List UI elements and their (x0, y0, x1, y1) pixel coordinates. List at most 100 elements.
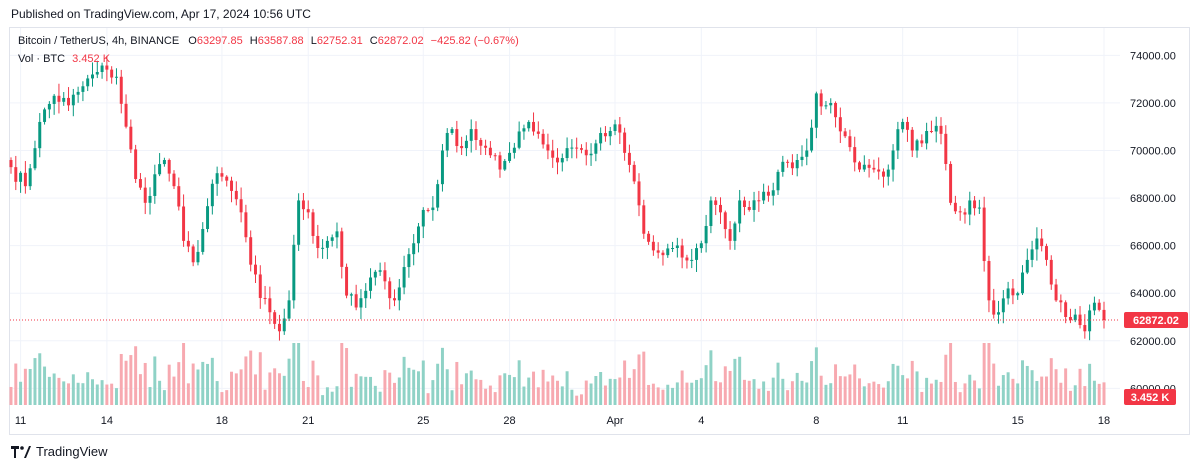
volume-bar (100, 380, 104, 405)
volume-bar (1078, 368, 1082, 405)
candle-body (431, 207, 435, 211)
candle-body (723, 212, 727, 230)
candle-body (1088, 310, 1092, 332)
candle (579, 144, 583, 154)
volume-bar (613, 379, 617, 405)
candle-body (201, 228, 205, 252)
candle-body (230, 180, 234, 191)
candle (752, 191, 756, 222)
candle-body (335, 231, 339, 238)
candle-body (493, 155, 497, 157)
candle (862, 155, 866, 172)
candle-body (675, 245, 679, 249)
candle-body (575, 147, 579, 149)
volume-bar (805, 382, 809, 405)
candle (939, 117, 943, 145)
candle-body (445, 132, 449, 151)
candle-body (771, 190, 775, 196)
y-tick-label: 70000.00 (1130, 145, 1176, 157)
symbol-legend[interactable]: Bitcoin / TetherUS, 4h, BINANCE O63297.8… (18, 35, 519, 47)
volume-bar (153, 356, 157, 405)
volume-bar (685, 382, 689, 405)
volume-bar (738, 356, 742, 405)
candle (709, 196, 713, 234)
candle (321, 239, 325, 259)
candle (196, 240, 200, 266)
candle-body (138, 179, 142, 188)
candle-body (690, 259, 694, 261)
candle (81, 81, 85, 102)
candle-body (608, 130, 612, 137)
volume-bar (349, 386, 353, 405)
candle-body (1102, 309, 1106, 321)
candle-body (162, 160, 166, 165)
volume-bar (225, 390, 229, 405)
candle (186, 231, 190, 253)
candle-body (479, 140, 483, 146)
candle-body (881, 171, 885, 177)
volume-bar (901, 375, 905, 405)
volume-bar (944, 354, 948, 405)
volume-bar (814, 347, 818, 405)
volume-bar (1006, 372, 1010, 405)
volume-legend[interactable]: Vol · BTC 3.452 K (18, 53, 110, 65)
candle-body (508, 152, 512, 161)
chart-frame[interactable] (9, 27, 1190, 435)
candle-body (891, 150, 895, 170)
candle (1040, 229, 1044, 252)
volume-bar (206, 363, 210, 405)
candle (987, 255, 991, 313)
y-tick-label: 68000.00 (1130, 193, 1176, 205)
candle (340, 227, 344, 279)
volume-bar (915, 371, 919, 405)
volume-bars (9, 343, 1106, 405)
volume-bar (599, 371, 603, 405)
candle (992, 288, 996, 319)
candle (9, 157, 13, 174)
candle-body (968, 200, 972, 215)
candle (114, 68, 118, 85)
footer-brand[interactable]: TradingView (11, 444, 108, 459)
candle (656, 242, 660, 259)
volume-bar (354, 373, 358, 405)
volume-bar (666, 384, 670, 405)
candle-body (287, 300, 291, 319)
candle (455, 120, 459, 153)
candle-body (570, 147, 574, 149)
volume-bar (977, 388, 981, 405)
candle-body (282, 318, 286, 332)
candle-body (795, 160, 799, 169)
candle-body (738, 200, 742, 224)
volume-bar (838, 376, 842, 405)
axis-badges: 62872.02 3.452 K (1124, 312, 1188, 405)
candle-body (67, 97, 71, 106)
candle-body (762, 191, 766, 201)
candle-body (661, 252, 665, 256)
volume-bar (973, 380, 977, 405)
candle (570, 139, 574, 159)
candle (292, 234, 296, 309)
candle-body (800, 156, 804, 161)
candle-body (599, 133, 603, 144)
volume-bar (498, 375, 502, 405)
last-volume-badge-label: 3.452 K (1131, 392, 1170, 404)
candle (359, 289, 363, 320)
volume-bar (445, 369, 449, 405)
volume-bar (608, 378, 612, 405)
candle (330, 234, 334, 247)
volume-bar (522, 386, 526, 405)
volume-bar (268, 372, 272, 405)
volume-bar (148, 387, 152, 405)
volume-bar (546, 381, 550, 405)
change-value: −425.82 (−0.67%) (430, 35, 519, 47)
candle (1006, 281, 1010, 305)
last-price-badge-label: 62872.02 (1133, 315, 1179, 327)
candle (714, 197, 718, 216)
candle (47, 101, 51, 119)
candle (680, 238, 684, 269)
candle (929, 120, 933, 134)
volume-bar (9, 386, 13, 405)
candle (977, 199, 981, 214)
volume-bar (896, 365, 900, 405)
